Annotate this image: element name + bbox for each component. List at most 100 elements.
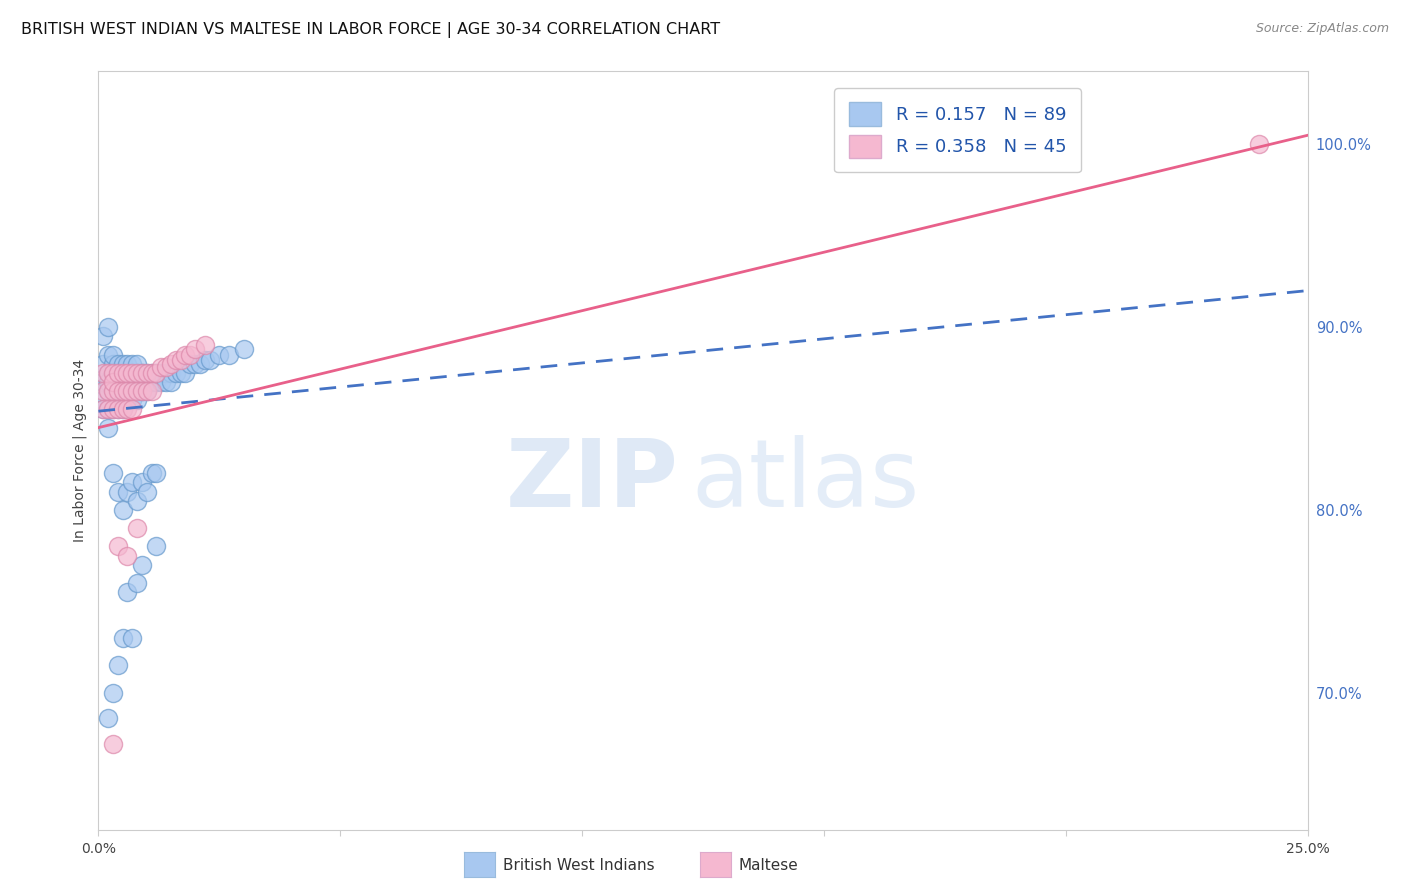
Point: [127, 493, 149, 508]
Point: [117, 384, 139, 398]
Text: Source: ZipAtlas.com: Source: ZipAtlas.com: [1256, 22, 1389, 36]
Point: [127, 384, 149, 398]
Point: [135, 375, 157, 389]
Point: [101, 347, 124, 361]
Point: [111, 384, 134, 398]
Point: [121, 631, 143, 645]
Point: [145, 540, 167, 554]
Point: [135, 384, 157, 398]
Point: [145, 467, 167, 481]
Point: [131, 475, 153, 490]
Point: [101, 737, 124, 751]
Point: [127, 393, 149, 408]
Point: [117, 357, 139, 371]
Point: [97, 384, 120, 398]
Point: [145, 366, 167, 380]
Text: BRITISH WEST INDIAN VS MALTESE IN LABOR FORCE | AGE 30-34 CORRELATION CHART: BRITISH WEST INDIAN VS MALTESE IN LABOR …: [21, 22, 720, 38]
Point: [232, 342, 254, 356]
Point: [111, 384, 134, 398]
Point: [101, 366, 124, 380]
Point: [97, 420, 120, 434]
Point: [131, 384, 153, 398]
Text: Maltese: Maltese: [738, 858, 797, 872]
Point: [107, 366, 129, 380]
Point: [117, 549, 139, 563]
Point: [101, 467, 124, 481]
Point: [91, 375, 114, 389]
Point: [111, 402, 134, 417]
Point: [131, 375, 153, 389]
Point: [145, 366, 167, 380]
Legend: R = 0.157   N = 89, R = 0.358   N = 45: R = 0.157 N = 89, R = 0.358 N = 45: [834, 88, 1081, 172]
Point: [97, 366, 120, 380]
Point: [160, 375, 183, 389]
Point: [135, 384, 157, 398]
Point: [179, 347, 201, 361]
Point: [1249, 137, 1271, 152]
Point: [107, 384, 129, 398]
Point: [101, 375, 124, 389]
Point: [127, 366, 149, 380]
Point: [91, 384, 114, 398]
Text: atlas: atlas: [690, 434, 920, 527]
Point: [107, 402, 129, 417]
Point: [121, 384, 143, 398]
Point: [111, 366, 134, 380]
Point: [111, 402, 134, 417]
Point: [155, 375, 177, 389]
Point: [101, 402, 124, 417]
Point: [165, 366, 187, 380]
Point: [218, 347, 240, 361]
Point: [107, 484, 129, 499]
Point: [107, 384, 129, 398]
Point: [97, 366, 120, 380]
Point: [121, 375, 143, 389]
Point: [97, 347, 120, 361]
Point: [141, 467, 163, 481]
Point: [117, 585, 139, 599]
Point: [91, 366, 114, 380]
Point: [188, 357, 211, 371]
Point: [97, 402, 120, 417]
Point: [145, 375, 167, 389]
Point: [117, 484, 139, 499]
Point: [155, 360, 177, 375]
Point: [141, 366, 163, 380]
Point: [150, 375, 173, 389]
Point: [117, 375, 139, 389]
Point: [97, 375, 120, 389]
Point: [184, 342, 207, 356]
Point: [141, 366, 163, 380]
Point: [111, 393, 134, 408]
Point: [121, 366, 143, 380]
Point: [107, 393, 129, 408]
Point: [101, 685, 124, 699]
Point: [101, 357, 124, 371]
Point: [127, 357, 149, 371]
Point: [155, 366, 177, 380]
Point: [91, 357, 114, 371]
Point: [174, 347, 197, 361]
Point: [91, 329, 114, 343]
Point: [101, 402, 124, 417]
Point: [198, 353, 221, 368]
Point: [121, 366, 143, 380]
Point: [111, 503, 134, 517]
Point: [107, 366, 129, 380]
Point: [97, 320, 120, 334]
Point: [117, 366, 139, 380]
Point: [121, 402, 143, 417]
Point: [101, 384, 124, 398]
Point: [91, 402, 114, 417]
Point: [160, 357, 183, 371]
Point: [131, 558, 153, 572]
Point: [194, 338, 217, 352]
Point: [169, 353, 191, 368]
Point: [111, 366, 134, 380]
Point: [121, 475, 143, 490]
Point: [160, 366, 183, 380]
Point: [111, 357, 134, 371]
Text: ZIP: ZIP: [506, 434, 679, 527]
Point: [117, 402, 139, 417]
Point: [127, 521, 149, 535]
